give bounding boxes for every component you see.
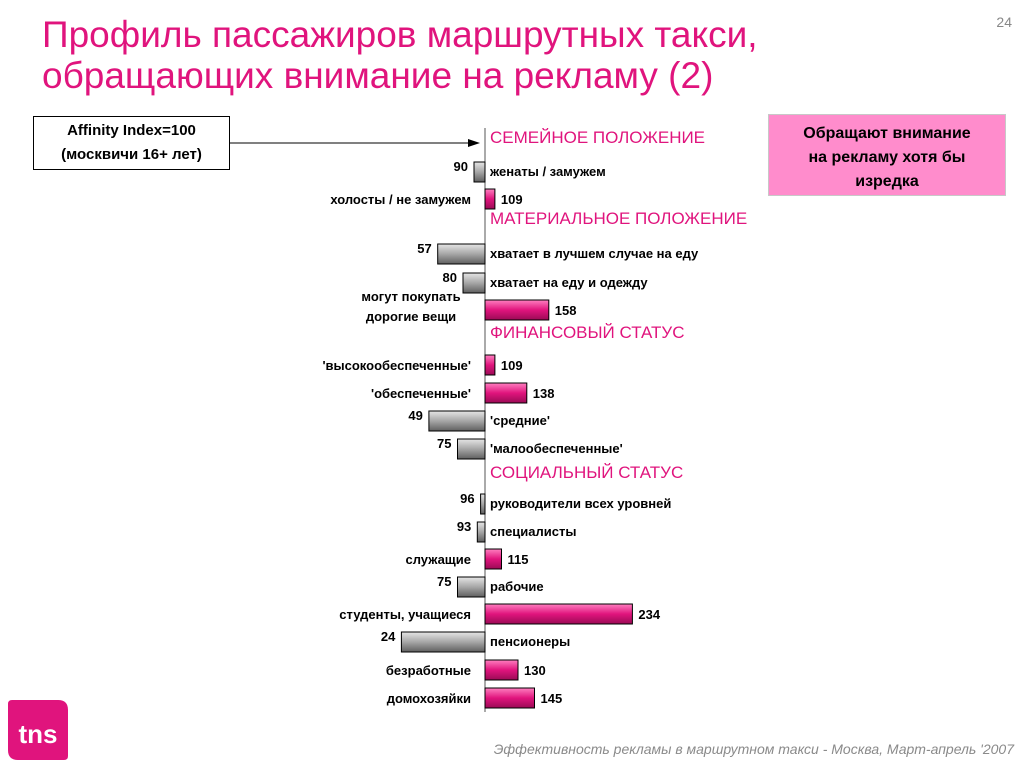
bar	[437, 243, 486, 265]
category-label: служащие	[405, 552, 471, 567]
data-label: 75	[437, 574, 451, 589]
category-label: пенсионеры	[490, 634, 570, 649]
category-label: 'средние'	[490, 413, 550, 428]
data-label: 158	[555, 303, 577, 318]
tns-logo: tns	[8, 700, 68, 760]
data-label: 130	[524, 663, 546, 678]
callout-line-2: на рекламу хотя бы	[808, 149, 966, 166]
bar	[484, 603, 633, 625]
bar	[484, 188, 496, 210]
category-label: женаты / замужем	[489, 164, 606, 179]
bar	[473, 161, 486, 183]
bar	[484, 659, 519, 681]
title-line-1: Профиль пассажиров маршрутных такси,	[42, 14, 758, 55]
bar	[428, 410, 486, 432]
footer-note: Эффективность рекламы в маршрутном такси…	[493, 741, 1014, 757]
category-label: хватает на еду и одежду	[490, 275, 648, 290]
data-label: 75	[437, 436, 451, 451]
category-label: 'малообеспеченные'	[490, 441, 623, 456]
data-label: 24	[381, 629, 396, 644]
data-label: 109	[501, 358, 523, 373]
callout-line-3: изредка	[855, 173, 919, 190]
category-label: 'обеспеченные'	[371, 386, 471, 401]
category-label: руководители всех уровней	[490, 496, 671, 511]
data-label: 145	[541, 691, 563, 706]
affinity-arrow-head	[468, 139, 480, 147]
data-label: 234	[638, 607, 660, 622]
data-label: 109	[501, 192, 523, 207]
logo-text: tns	[19, 719, 58, 749]
bar	[457, 576, 486, 598]
category-label: 'высокообеспеченные'	[322, 358, 471, 373]
bar	[476, 521, 486, 543]
data-label: 80	[443, 270, 457, 285]
category-label: холосты / не замужем	[330, 192, 471, 207]
data-label: 90	[454, 159, 468, 174]
callout-line-1: Обращают внимание	[803, 125, 971, 142]
bar	[484, 354, 496, 376]
data-label: 96	[460, 491, 474, 506]
bar	[484, 687, 535, 709]
bar	[484, 382, 528, 404]
data-label: 93	[457, 519, 471, 534]
section-header: СЕМЕЙНОЕ ПОЛОЖЕНИЕ	[490, 128, 705, 147]
affinity-line-2: (москвичи 16+ лет)	[61, 146, 202, 163]
section-header: ФИНАНСОВЫЙ СТАТУС	[490, 323, 685, 342]
category-label: могут покупать дорогие вещи	[361, 289, 460, 324]
callout-box: Обращают внимание на рекламу хотя бы изр…	[768, 114, 1006, 196]
affinity-line-1: Affinity Index=100	[67, 122, 196, 139]
page-number: 24	[996, 14, 1012, 30]
bar	[400, 631, 486, 653]
bar	[484, 548, 502, 570]
bar	[480, 493, 486, 515]
category-label: домохозяйки	[387, 691, 471, 706]
section-header: МАТЕРИАЛЬНОЕ ПОЛОЖЕНИЕ	[490, 209, 747, 228]
category-label: безработные	[386, 663, 471, 678]
affinity-index-box: Affinity Index=100 (москвичи 16+ лет)	[33, 116, 230, 170]
title-line-2: обращающих внимание на рекламу (2)	[42, 55, 714, 96]
category-label: специалисты	[490, 524, 576, 539]
data-label: 138	[533, 386, 555, 401]
data-label: 49	[408, 408, 422, 423]
data-label: 57	[417, 241, 431, 256]
section-header: СОЦИАЛЬНЫЙ СТАТУС	[490, 463, 683, 482]
bar	[484, 299, 550, 321]
category-label: хватает в лучшем случае на еду	[490, 246, 699, 261]
data-label: 115	[508, 552, 529, 567]
category-label: рабочие	[490, 579, 544, 594]
category-label: студенты, учащиеся	[339, 607, 471, 622]
bar	[457, 438, 486, 460]
bar	[462, 272, 486, 294]
page-title: Профиль пассажиров маршрутных такси, обр…	[42, 14, 922, 96]
